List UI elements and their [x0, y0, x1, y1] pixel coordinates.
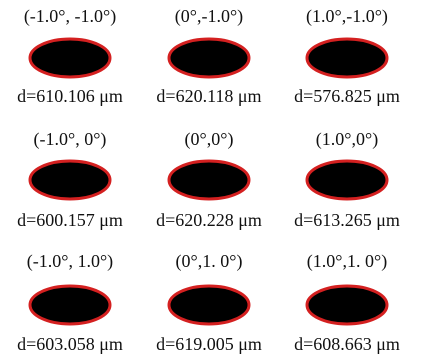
angle-label: (-1.0°, -1.0°): [24, 6, 116, 27]
angle-label: (-1.0°, 1.0°): [27, 251, 113, 272]
angle-label: (-1.0°, 0°): [34, 129, 107, 150]
spot-image: [307, 286, 387, 324]
diameter-label: d=619.005 μm: [156, 334, 262, 354]
diameter-label: d=610.106 μm: [17, 86, 123, 106]
spot-image: [30, 286, 110, 324]
diameter-label: d=600.157 μm: [17, 210, 123, 230]
angle-label: (0°,-1.0°): [175, 6, 243, 27]
spot-image: [169, 161, 249, 199]
diameter-label: d=576.825 μm: [294, 86, 400, 106]
diameter-label: d=613.265 μm: [294, 210, 400, 230]
diameter-label: d=603.058 μm: [17, 334, 123, 354]
angle-label: (0°,0°): [185, 129, 234, 150]
spot-image: [169, 39, 249, 77]
angle-label: (0°,1. 0°): [176, 251, 243, 272]
diameter-label: d=608.663 μm: [294, 334, 400, 354]
spot-image: [169, 286, 249, 324]
angle-label: (1.0°,-1.0°): [306, 6, 388, 27]
spot-image: [307, 39, 387, 77]
angle-label: (1.0°,1. 0°): [307, 251, 387, 272]
spot-image: [307, 161, 387, 199]
spot-image: [30, 39, 110, 77]
diameter-label: d=620.228 μm: [156, 210, 262, 230]
angle-label: (1.0°,0°): [316, 129, 378, 150]
diameter-label: d=620.118 μm: [156, 86, 261, 106]
figure: (-1.0°, -1.0°) d=610.106 μm (0°,-1.0°) d=62…: [0, 0, 423, 363]
spot-image: [30, 161, 110, 199]
